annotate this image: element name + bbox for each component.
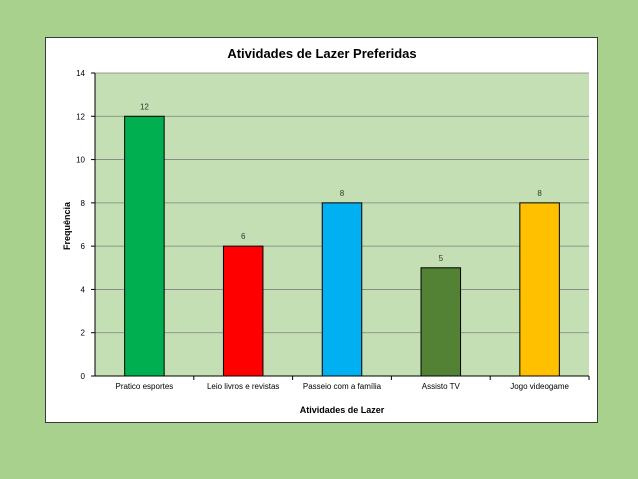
x-axis-ticks: Pratico esportes Leio livros e revistas Pa… <box>115 376 590 391</box>
y-tick-label: 0 <box>81 372 86 381</box>
y-tick-label: 10 <box>76 156 85 165</box>
chart-container: Atividades de Lazer Preferidas 0 2 4 6 8 10 12… <box>45 37 598 423</box>
y-tick-label: 2 <box>81 329 86 338</box>
data-label: 5 <box>439 254 444 263</box>
x-tick-label: Passeio com a família <box>303 382 382 391</box>
y-tick-label: 14 <box>76 69 85 78</box>
x-tick-label: Assisto TV <box>422 382 461 391</box>
data-label: 6 <box>241 232 246 241</box>
data-labels: 12 6 8 5 8 <box>140 102 542 263</box>
bar <box>124 115 165 377</box>
x-tick-label: Leio livros e revistas <box>207 382 279 391</box>
data-label: 12 <box>140 102 149 111</box>
y-axis-title: Frequência <box>62 201 72 250</box>
y-tick-label: 12 <box>76 112 85 121</box>
y-tick-label: 6 <box>81 242 86 251</box>
x-tick-label: Pratico esportes <box>115 382 173 391</box>
bar <box>420 267 462 377</box>
data-label: 8 <box>537 189 542 198</box>
y-axis-ticks: 0 2 4 6 8 10 12 14 <box>76 69 95 381</box>
x-tick-label: Jogo videogame <box>510 382 569 391</box>
y-tick-label: 8 <box>81 199 86 208</box>
chart-title: Atividades de Lazer Preferidas <box>227 46 416 61</box>
bars <box>124 115 560 377</box>
data-label: 8 <box>340 189 345 198</box>
bar-chart: Atividades de Lazer Preferidas 0 2 4 6 8 10 12… <box>62 46 590 415</box>
bar <box>222 245 264 377</box>
y-tick-label: 4 <box>81 285 86 294</box>
bar <box>519 202 560 377</box>
x-axis-title: Atividades de Lazer <box>300 405 385 415</box>
bar <box>321 202 363 377</box>
